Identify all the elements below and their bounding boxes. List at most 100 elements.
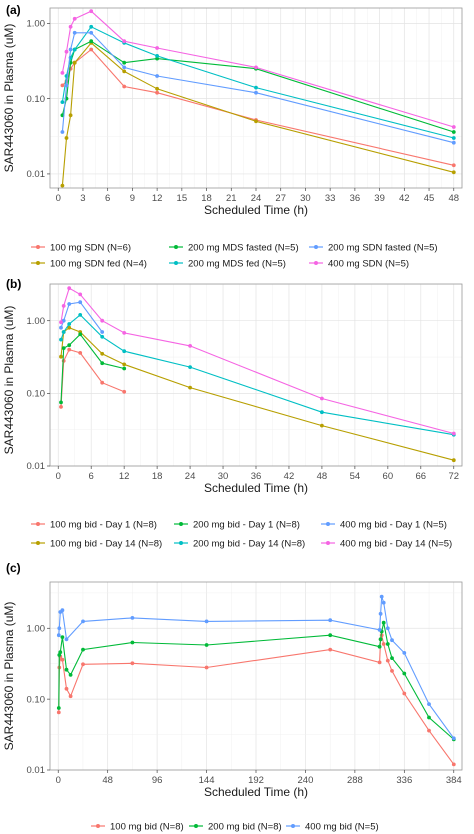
- data-point: [122, 65, 127, 70]
- legend-label: 400 mg bid - Day 1 (N=5): [340, 519, 447, 530]
- legend-label: 100 mg SDN (N=6): [50, 242, 131, 253]
- legend-item: 200 mg bid - Day 14 (N=8): [174, 538, 305, 549]
- panel-label: (a): [6, 3, 21, 17]
- data-point: [188, 385, 193, 390]
- x-tick-label: 39: [374, 193, 385, 204]
- legend-key-point: [179, 522, 183, 526]
- data-point: [402, 671, 407, 676]
- y-axis-title: SAR443060 in Plasma (uM): [2, 306, 16, 455]
- panel-label: (b): [6, 277, 21, 291]
- legend-label: 100 mg SDN fed (N=4): [50, 258, 147, 269]
- x-tick-label: 12: [152, 193, 163, 204]
- data-point: [89, 24, 94, 29]
- data-point: [64, 83, 69, 88]
- data-point: [56, 633, 61, 638]
- legend-item: 400 mg bid - Day 14 (N=5): [321, 538, 452, 549]
- x-tick-label: 0: [56, 193, 61, 204]
- data-point: [155, 90, 160, 95]
- data-point: [78, 300, 83, 305]
- x-tick-label: 60: [383, 471, 394, 482]
- data-point: [81, 619, 85, 624]
- legend-item: 400 mg bid (N=5): [286, 821, 379, 832]
- legend-key-point: [36, 261, 40, 265]
- data-point: [64, 686, 69, 691]
- y-tick-label: 0.10: [27, 94, 46, 105]
- legend-label: 200 mg bid (N=8): [208, 821, 282, 832]
- data-point: [155, 74, 160, 78]
- data-point: [320, 396, 324, 401]
- data-point: [89, 39, 94, 44]
- legend-item: 200 mg MDS fed (N=5): [169, 258, 286, 269]
- data-point: [78, 351, 83, 355]
- legend-key-point: [326, 541, 330, 545]
- data-point: [89, 9, 94, 14]
- legend-key-point: [36, 522, 40, 526]
- data-point: [204, 619, 209, 624]
- data-point: [78, 292, 83, 297]
- data-point: [451, 736, 456, 741]
- legend-label: 200 mg MDS fasted (N=5): [188, 242, 299, 253]
- legend-item: 100 mg bid - Day 14 (N=8): [31, 538, 162, 549]
- data-point: [377, 644, 382, 649]
- data-point: [130, 640, 135, 645]
- y-tick-label: 0.01: [27, 461, 46, 472]
- x-tick-label: 6: [89, 471, 94, 482]
- data-point: [81, 647, 85, 652]
- data-point: [122, 39, 127, 44]
- legend: 100 mg bid (N=8) 200 mg bid (N=8) 400 mg b…: [91, 821, 379, 832]
- data-point: [254, 85, 258, 90]
- x-tick-label: 0: [56, 775, 61, 786]
- x-tick-label: 72: [448, 471, 459, 482]
- data-point: [68, 24, 73, 29]
- data-point: [60, 657, 65, 662]
- data-point: [60, 100, 65, 104]
- data-point: [385, 626, 390, 631]
- y-tick-label: 0.01: [27, 765, 46, 776]
- data-point: [204, 643, 209, 647]
- data-point: [60, 635, 65, 639]
- legend-label: 400 mg SDN (N=5): [328, 258, 409, 269]
- legend-label: 100 mg bid - Day 14 (N=8): [50, 538, 162, 549]
- legend-label: 100 mg bid (N=8): [110, 821, 184, 832]
- data-point: [68, 113, 73, 118]
- data-point: [68, 47, 73, 52]
- x-tick-label: 144: [199, 775, 215, 786]
- data-point: [122, 331, 127, 335]
- legend-item: 200 mg bid - Day 1 (N=8): [174, 519, 300, 530]
- data-point: [122, 349, 127, 354]
- data-point: [155, 46, 160, 50]
- legend-key-point: [314, 245, 318, 249]
- data-point: [56, 710, 61, 715]
- data-point: [57, 626, 62, 631]
- data-point: [68, 673, 73, 677]
- data-point: [60, 83, 65, 88]
- data-point: [61, 304, 66, 308]
- x-tick-label: 54: [350, 471, 361, 482]
- data-point: [328, 647, 333, 652]
- data-point: [130, 616, 135, 620]
- x-tick-label: 21: [226, 193, 237, 204]
- x-tick-label: 36: [350, 193, 361, 204]
- data-point: [379, 594, 384, 599]
- legend-item: 200 mg SDN fasted (N=5): [309, 242, 438, 253]
- data-point: [390, 669, 394, 673]
- data-point: [451, 130, 456, 134]
- data-point: [254, 65, 258, 70]
- data-point: [451, 170, 456, 175]
- x-tick-label: 48: [448, 193, 459, 204]
- x-tick-label: 384: [446, 775, 462, 786]
- x-tick-label: 48: [317, 471, 328, 482]
- data-point: [78, 332, 83, 337]
- legend-key-point: [36, 541, 40, 545]
- data-point: [122, 60, 127, 65]
- legend-item: 100 mg bid (N=8): [91, 821, 184, 832]
- data-point: [377, 660, 382, 665]
- data-point: [451, 136, 456, 140]
- x-tick-label: 336: [396, 775, 412, 786]
- x-tick-label: 30: [300, 193, 311, 204]
- data-point: [58, 650, 63, 655]
- data-point: [59, 354, 63, 359]
- legend-key-point: [174, 245, 178, 249]
- series-line-3: [60, 333, 125, 403]
- legend-key-point: [36, 245, 40, 249]
